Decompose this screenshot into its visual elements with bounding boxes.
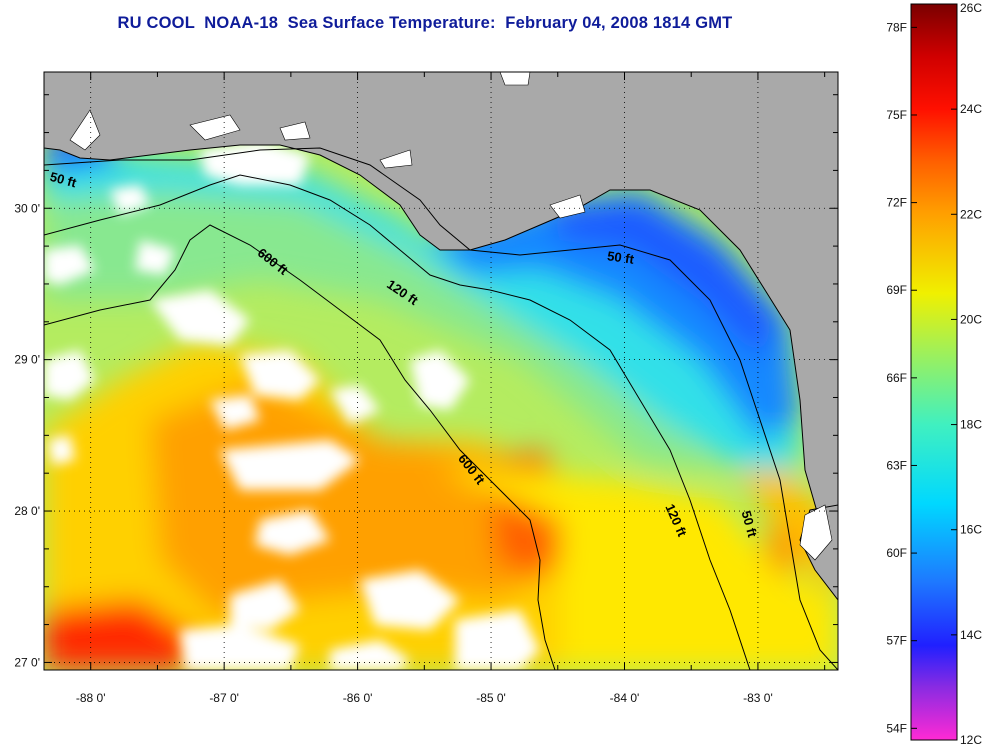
colorbar-fahrenheit-label: 69F bbox=[886, 283, 907, 297]
contour-label: 50 ft bbox=[606, 248, 635, 267]
lat-tick-label: 28 0' bbox=[14, 504, 40, 518]
map-frame bbox=[43, 71, 839, 671]
map-title: RU COOL NOAA-18 Sea Surface Temperature:… bbox=[117, 14, 733, 32]
colorbar-celsius-label: 20C bbox=[960, 312, 982, 326]
colorbar-ramp bbox=[910, 3, 958, 741]
lon-tick-label: -87 0' bbox=[209, 691, 239, 705]
colorbar-celsius-label: 24C bbox=[960, 102, 982, 116]
lon-tick-label: -84 0' bbox=[610, 691, 640, 705]
colorbar-fahrenheit-label: 66F bbox=[886, 371, 907, 385]
lat-tick-label: 27 0' bbox=[14, 655, 40, 669]
lon-tick-label: -86 0' bbox=[343, 691, 373, 705]
colorbar-celsius-label: 14C bbox=[960, 628, 982, 642]
colorbar-fahrenheit-label: 57F bbox=[886, 634, 907, 648]
contour-label: 50 ft bbox=[48, 169, 78, 191]
colorbar-fahrenheit-label: 63F bbox=[886, 458, 907, 472]
lat-tick-label: 29 0' bbox=[14, 353, 40, 367]
colorbar-fahrenheit-label: 78F bbox=[886, 20, 907, 34]
colorbar-fahrenheit-label: 75F bbox=[886, 108, 907, 122]
colorbar-celsius-label: 18C bbox=[960, 418, 982, 432]
isobath-50ft bbox=[44, 147, 838, 670]
contour-label: 50 ft bbox=[739, 509, 761, 539]
axis-ticks: -88 0' -87 0' -86 0' -85 0' -84 0' -83 0' 30 0… bbox=[14, 72, 838, 705]
colorbar-fahrenheit-label: 60F bbox=[886, 546, 907, 560]
cloud-mask bbox=[44, 140, 540, 670]
colorbar-celsius-label: 22C bbox=[960, 207, 982, 221]
colorbar-fahrenheit-label: 54F bbox=[886, 721, 907, 735]
lon-tick-label: -88 0' bbox=[76, 691, 106, 705]
colorbar-celsius-label: 12C bbox=[960, 733, 982, 747]
coastal-bays bbox=[69, 72, 833, 561]
isobath-600ft bbox=[44, 224, 556, 670]
isobath-120ft bbox=[44, 174, 751, 670]
colorbar-celsius-label: 16C bbox=[960, 523, 982, 537]
colorbar-fahrenheit-label: 72F bbox=[886, 196, 907, 210]
sst-gradient bbox=[44, 130, 838, 670]
lon-tick-label: -85 0' bbox=[476, 691, 506, 705]
lat-tick-label: 30 0' bbox=[14, 201, 40, 215]
lon-tick-label: -83 0' bbox=[743, 691, 773, 705]
isobath-lines bbox=[44, 147, 838, 670]
colorbar-celsius-label: 26C bbox=[960, 1, 982, 15]
